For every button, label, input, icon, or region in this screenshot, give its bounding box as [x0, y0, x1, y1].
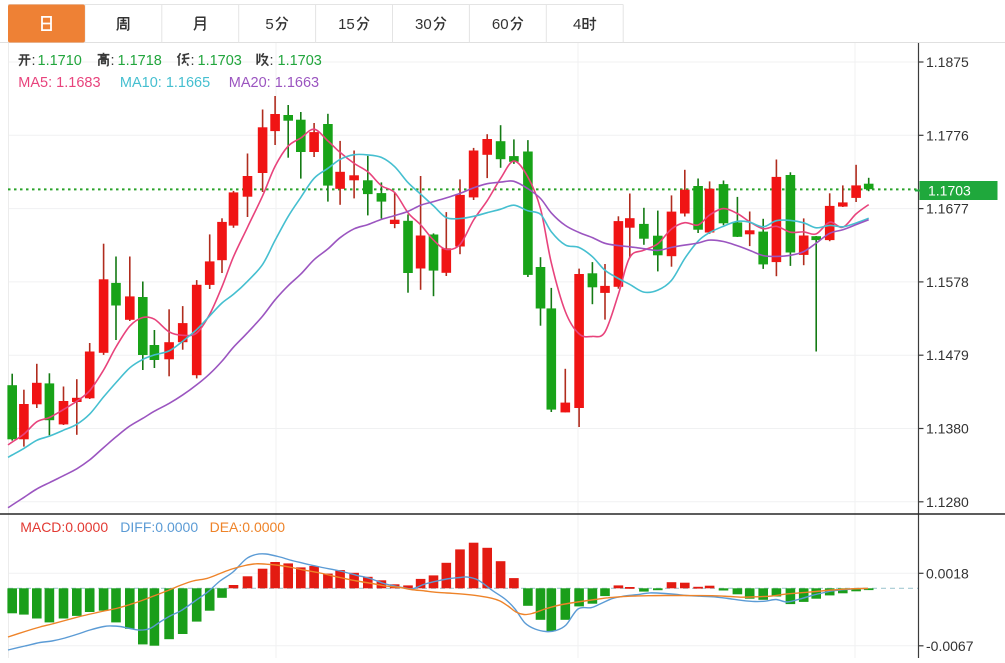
svg-text:MA20: 1.1663: MA20: 1.1663: [229, 75, 319, 91]
svg-text:1.1718: 1.1718: [118, 53, 162, 69]
svg-text:5: 5: [265, 16, 273, 33]
svg-text:30: 30: [415, 16, 432, 33]
svg-text:MA5: 1.1683: MA5: 1.1683: [18, 75, 100, 91]
svg-text:4: 4: [573, 16, 581, 33]
svg-text:1.1703: 1.1703: [928, 183, 971, 199]
svg-text:MACD:0.0000: MACD:0.0000: [20, 519, 108, 535]
svg-text:-0.0067: -0.0067: [926, 638, 974, 654]
svg-text::: :: [270, 53, 274, 69]
svg-text:DIFF:0.0000: DIFF:0.0000: [120, 519, 198, 535]
svg-text:DEA:0.0000: DEA:0.0000: [210, 519, 286, 535]
svg-text:MA10: 1.1665: MA10: 1.1665: [120, 75, 210, 91]
svg-text:1.1703: 1.1703: [278, 53, 322, 69]
svg-text:1.1703: 1.1703: [198, 53, 242, 69]
svg-text::: :: [32, 53, 36, 69]
svg-text:60: 60: [492, 16, 509, 33]
svg-text:1.1578: 1.1578: [926, 274, 969, 290]
svg-text:1.1776: 1.1776: [926, 127, 969, 143]
svg-text:1.1479: 1.1479: [926, 347, 969, 363]
svg-text:1.1875: 1.1875: [926, 54, 969, 70]
svg-text:0.0018: 0.0018: [926, 565, 969, 581]
svg-text:1.1710: 1.1710: [38, 53, 82, 69]
svg-text::: :: [191, 53, 195, 69]
svg-text:1.1677: 1.1677: [926, 201, 969, 217]
svg-text:1.1280: 1.1280: [926, 494, 969, 510]
svg-text:1.1380: 1.1380: [926, 421, 969, 437]
svg-text::: :: [111, 53, 115, 69]
svg-text:15: 15: [338, 16, 355, 33]
